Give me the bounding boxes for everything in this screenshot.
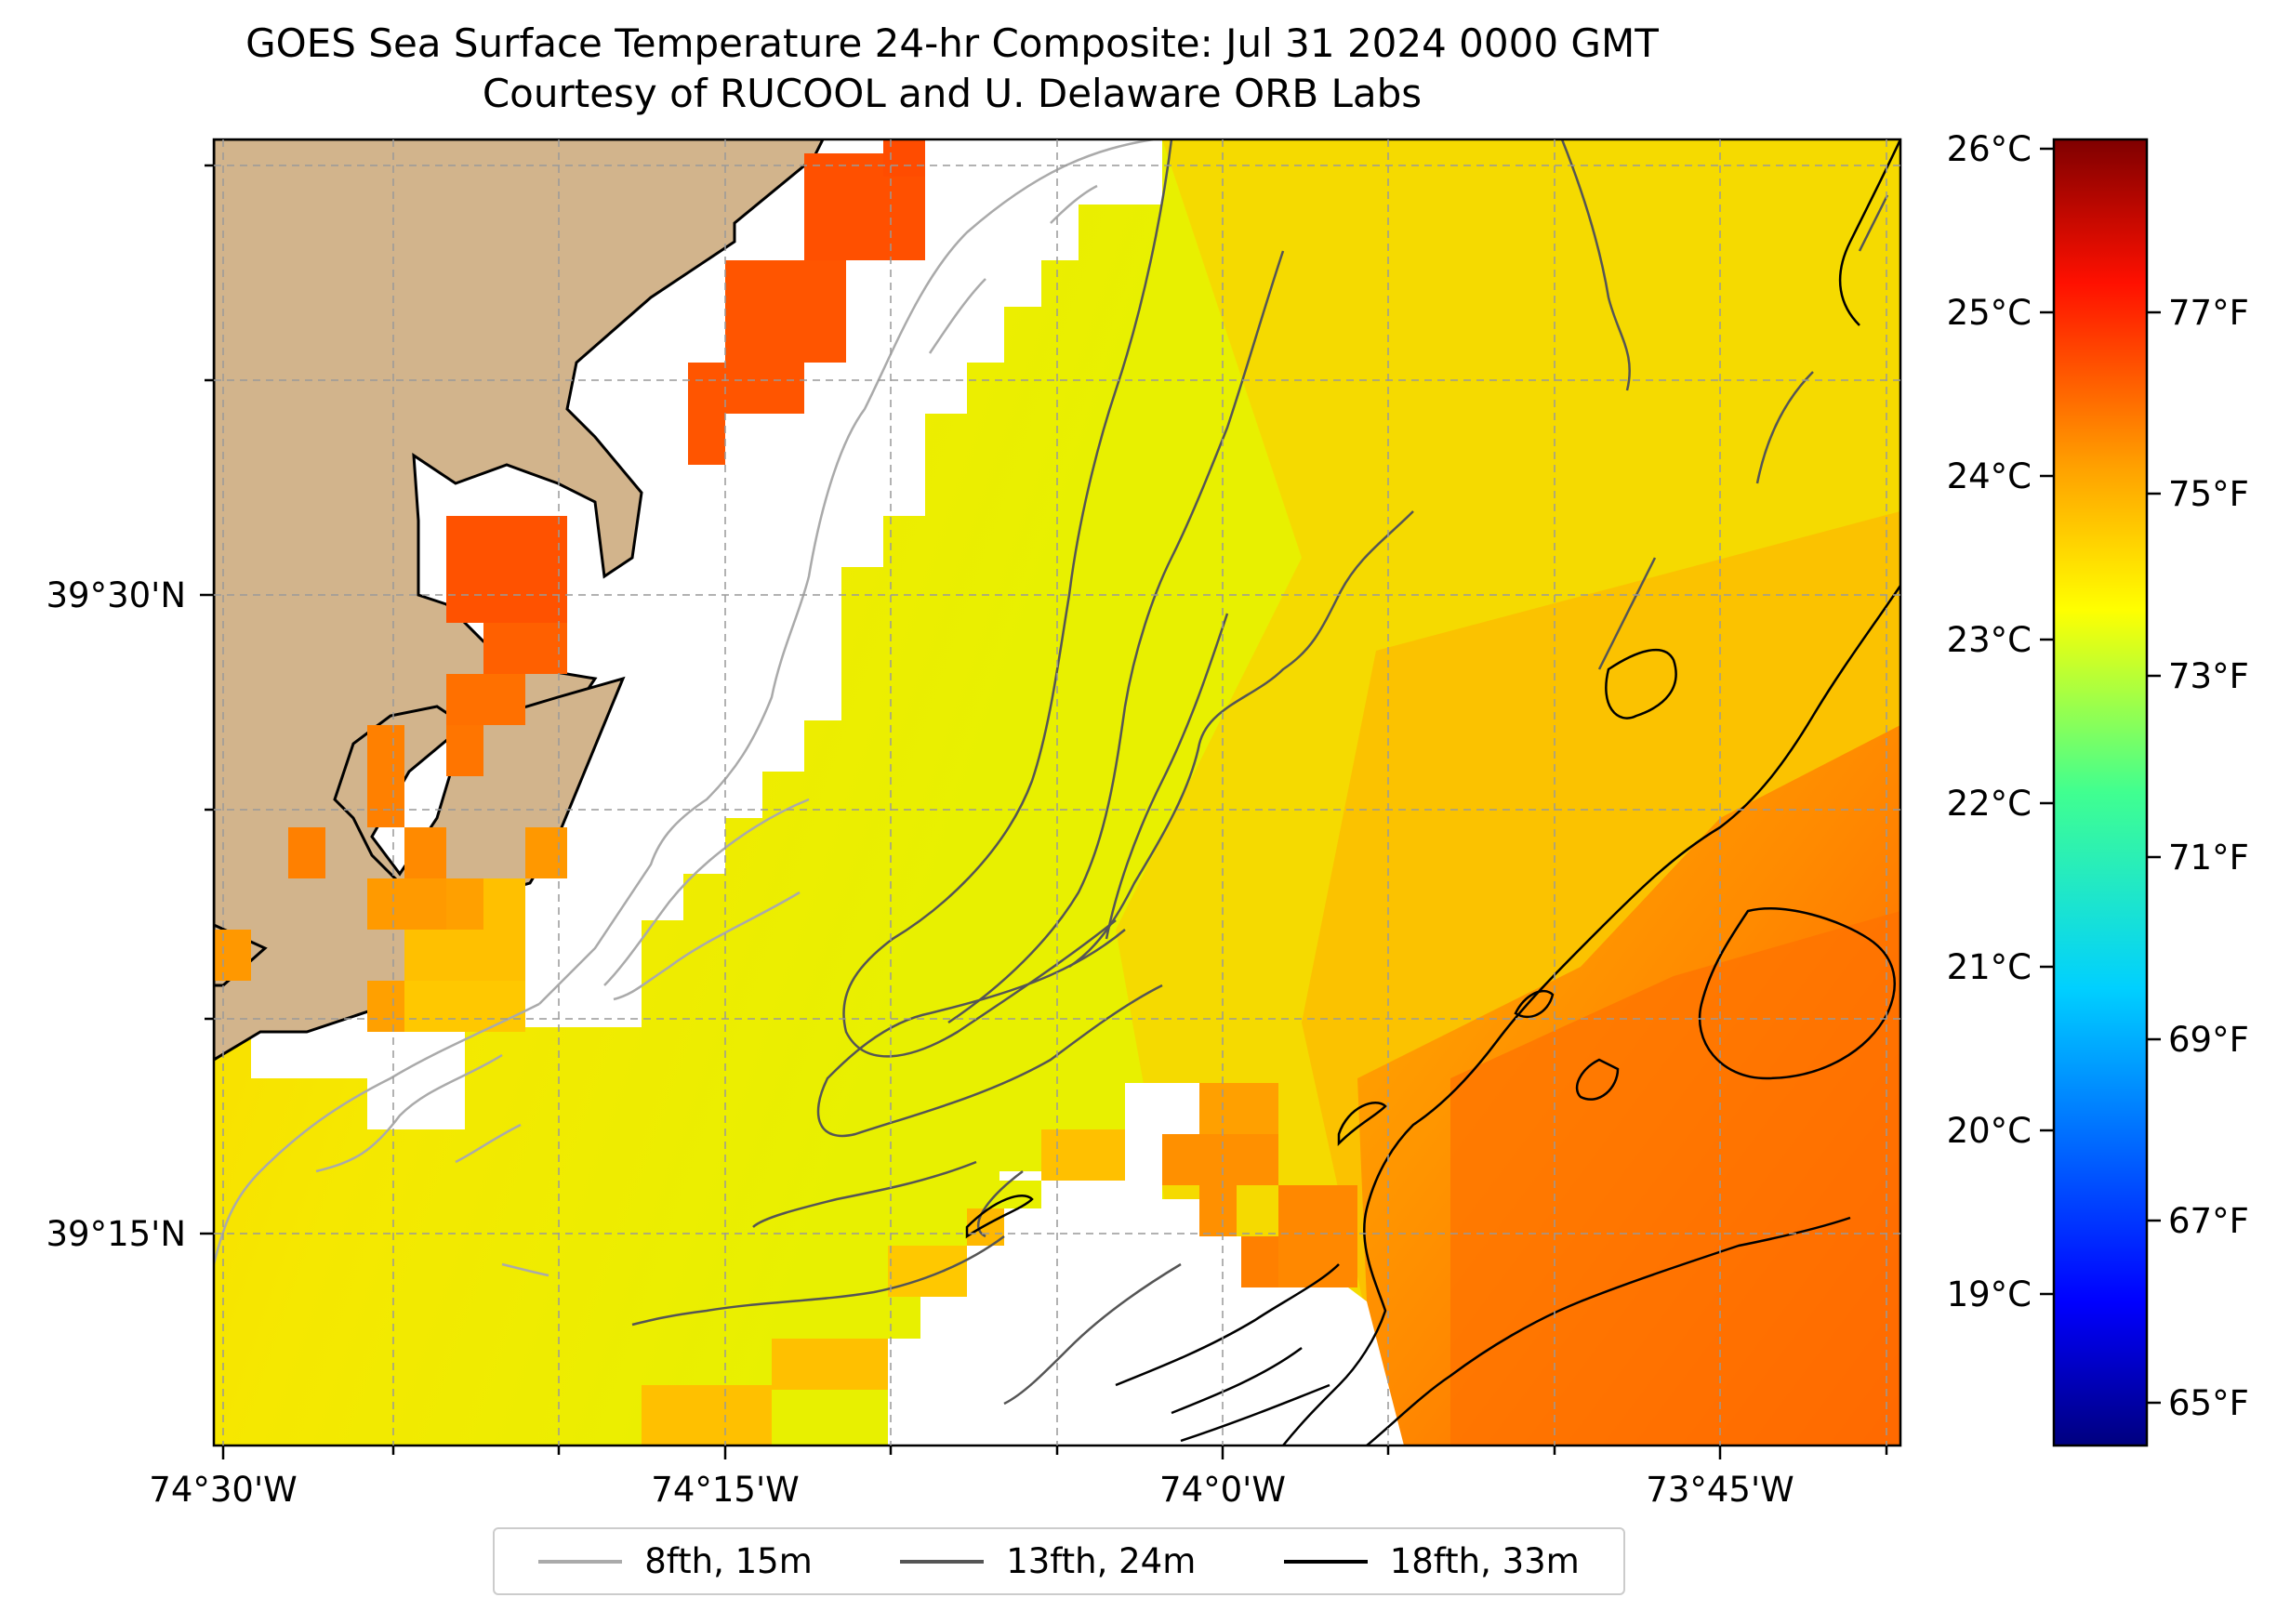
map-title: GOES Sea Surface Temperature 24-hr Compo… <box>0 19 1904 119</box>
colorbar-c-label: 22°C <box>1947 784 2032 824</box>
colorbar-f-label: 65°F <box>2168 1383 2249 1423</box>
y-tick-label: 39°15'N <box>46 1214 186 1254</box>
x-tick-label: 74°0'W <box>1159 1470 1286 1510</box>
colorbar-f-label: 75°F <box>2168 474 2249 514</box>
inner-bay <box>370 720 468 877</box>
legend-label: 18fth, 33m <box>1389 1541 1580 1581</box>
isobath-8fth <box>214 139 1154 1277</box>
isobath-13fth <box>631 139 1889 1406</box>
legend-line-black <box>1283 1559 1368 1564</box>
sst-field-deep-orange <box>1450 911 1900 1446</box>
legend-line-light-gray <box>538 1559 623 1564</box>
legend-item-13fth: 13fth, 24m <box>900 1541 1196 1581</box>
colorbar-c-label: 25°C <box>1947 293 2032 333</box>
colorbar-c-label: 23°C <box>1947 620 2032 660</box>
isobath-legend: 8fth, 15m 13fth, 24m 18fth, 33m <box>493 1527 1625 1595</box>
colorbar-f-label: 71°F <box>2168 838 2249 878</box>
legend-item-8fth: 8fth, 15m <box>538 1541 813 1581</box>
x-tick-label: 74°30'W <box>149 1470 297 1510</box>
y-tick-label: 39°30'N <box>46 575 186 615</box>
colorbar-f-label: 69°F <box>2168 1020 2249 1060</box>
legend-label: 13fth, 24m <box>1006 1541 1197 1581</box>
colorbar <box>2052 138 2149 1447</box>
x-tick-label: 74°15'W <box>651 1470 799 1510</box>
map-plot-area <box>214 139 1900 1446</box>
title-line-1: GOES Sea Surface Temperature 24-hr Compo… <box>245 20 1659 66</box>
colorbar-f-label: 77°F <box>2168 293 2249 333</box>
legend-item-18fth: 18fth, 33m <box>1283 1541 1580 1581</box>
legend-label: 8fth, 15m <box>644 1541 813 1581</box>
colorbar-c-label: 21°C <box>1947 947 2032 987</box>
sst-coastal-pixels <box>214 139 925 1032</box>
map-gridlines <box>214 139 1900 1446</box>
x-tick-label: 73°45'W <box>1646 1470 1794 1510</box>
colorbar-c-label: 24°C <box>1947 456 2032 496</box>
title-line-2: Courtesy of RUCOOL and U. Delaware ORB L… <box>482 71 1423 116</box>
colorbar-c-label: 26°C <box>1947 129 2032 169</box>
colorbar-f-label: 67°F <box>2168 1201 2249 1241</box>
legend-line-dark-gray <box>900 1559 985 1564</box>
isobath-18fth <box>965 139 1900 1446</box>
colorbar-f-label: 73°F <box>2168 656 2249 696</box>
colorbar-fahrenheit-ticks <box>2147 310 2161 1405</box>
colorbar-c-label: 20°C <box>1947 1111 2032 1151</box>
axis-tick-marks <box>200 164 1888 1459</box>
no-data-region-south <box>888 1199 1404 1446</box>
colorbar-celsius-ticks <box>2040 147 2054 1296</box>
colorbar-c-label: 19°C <box>1947 1274 2032 1314</box>
sst-offshore-warm-pixels <box>642 1083 1357 1446</box>
